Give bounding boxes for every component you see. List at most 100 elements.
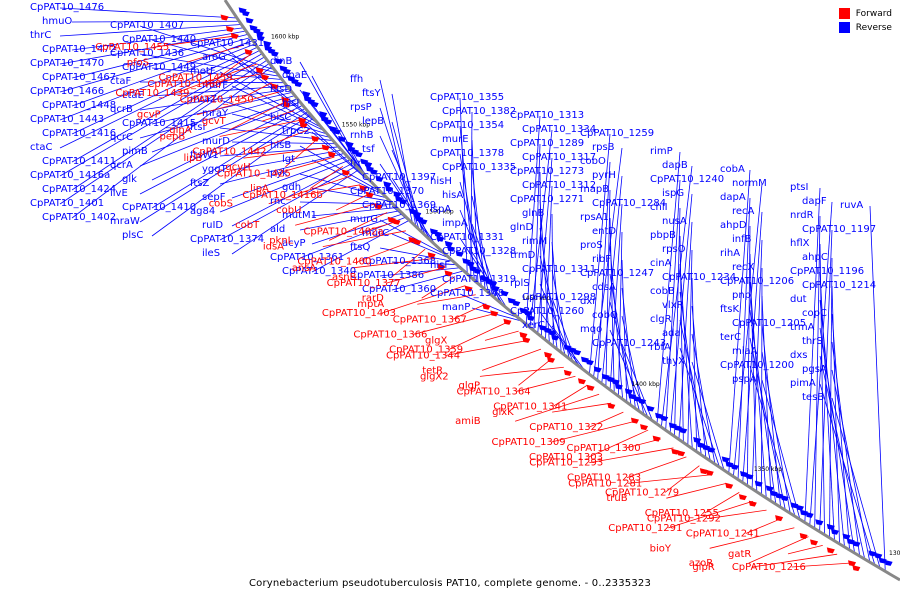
reverse-gene-label: CpPAT10_1424	[42, 184, 116, 195]
reverse-connector	[691, 277, 698, 452]
reverse-gene-glyph	[573, 349, 582, 356]
reverse-connector	[537, 157, 553, 334]
reverse-connector	[59, 7, 237, 19]
reverse-connector	[679, 347, 720, 468]
reverse-gene-label: CpPAT10_1378	[430, 148, 504, 159]
reverse-connector	[665, 179, 681, 431]
reverse-gene-label: CpPAT10_1289	[510, 138, 584, 149]
forward-gene-label: CpPAT10_1366	[353, 329, 427, 340]
reverse-gene-glyph	[585, 359, 594, 366]
reverse-connector	[525, 115, 541, 325]
forward-gene-label: rarD	[362, 293, 384, 304]
reverse-connector	[391, 149, 430, 240]
reverse-gene-label: rnc	[270, 196, 286, 207]
reverse-connector	[869, 205, 886, 572]
forward-connector	[295, 202, 379, 226]
reverse-connector	[151, 85, 288, 97]
reverse-gene-label: CpPAT10_1340	[282, 266, 356, 277]
forward-gene-glyph	[327, 151, 336, 158]
reverse-gene-label: xerC	[522, 320, 545, 331]
forward-gene-glyph	[413, 238, 422, 245]
forward-gene-glyph	[490, 310, 499, 317]
forward-connector	[302, 184, 361, 196]
reverse-gene-label: CpPAT10_1416	[42, 128, 116, 139]
genome-backbone-arc	[223, 0, 900, 582]
reverse-gene-label: CpPAT10_1206	[720, 276, 794, 287]
reverse-gene-label: CpPAT10_1273	[510, 166, 584, 177]
forward-gene-glyph	[826, 547, 835, 554]
forward-gene-glyph	[392, 218, 401, 225]
forward-gene-label: CpPAT10_1359	[389, 344, 463, 355]
reverse-connector	[391, 270, 464, 291]
reverse-gene-glyph	[256, 34, 265, 41]
reverse-gene-label: rpsO	[662, 244, 686, 255]
scale-ticks: 1600 kbp 1550 kbp 1500 kbp 1450 kbp 1400 kbp…	[271, 33, 900, 557]
reverse-gene-label: CpPAT10_1348	[430, 288, 504, 299]
reverse-connector	[311, 75, 366, 176]
forward-connector	[516, 375, 576, 392]
reverse-connector	[139, 114, 311, 223]
reverse-connector	[545, 185, 553, 341]
reverse-gene-label: CpPAT10_1284	[592, 198, 666, 209]
forward-connector	[218, 54, 251, 78]
forward-connector	[421, 276, 456, 299]
reverse-gene-label: rnhB	[350, 130, 374, 141]
reverse-connector	[231, 168, 360, 255]
forward-gene-glyph	[810, 539, 819, 546]
forward-gene-glyph	[359, 185, 368, 192]
reverse-gene-label: recX	[732, 262, 755, 273]
reverse-gene-glyph	[799, 509, 808, 516]
forward-connector	[552, 402, 612, 413]
forward-connector	[482, 348, 542, 371]
reverse-gene-glyph	[447, 245, 456, 252]
forward-gene-label: CpPAT10_1377	[327, 278, 401, 289]
reverse-gene-label: qcrC	[110, 132, 133, 143]
reverse-gene-label: CpPAT10_1374	[190, 234, 264, 245]
reverse-gene-glyph	[611, 378, 620, 385]
reverse-gene-label: CpPAT10_1196	[790, 266, 864, 277]
forward-connector	[551, 420, 636, 443]
forward-connector	[518, 357, 553, 386]
forward-connector	[514, 393, 600, 422]
reverse-gene-label: ftsW1	[190, 150, 219, 161]
reverse-gene-glyph	[842, 533, 851, 540]
reverse-connector	[679, 319, 711, 462]
forward-gene-glyph	[640, 424, 649, 431]
forward-gene-glyph	[677, 450, 686, 457]
forward-gene-label: idsA	[263, 242, 284, 253]
forward-connector	[666, 483, 726, 499]
forward-gene-glyph	[705, 469, 714, 476]
forward-gene-label: CpPAT10_1309	[492, 437, 566, 448]
reverse-gene-glyph	[707, 446, 716, 453]
forward-gene-label: CpPAT10_1364	[457, 386, 531, 397]
forward-gene-label: CpPAT10_1402a	[303, 226, 383, 237]
reverse-gene-label: CpPAT10_1328	[442, 246, 516, 257]
reverse-gene-label: ahpC	[802, 252, 828, 263]
reverse-connector	[761, 295, 772, 502]
forward-gene-label: CpPAT10_1322	[529, 422, 603, 433]
reverse-gene-label: tsf	[362, 144, 375, 155]
scale-tick-label: 1500 kbp	[425, 209, 453, 216]
reverse-connector	[691, 305, 707, 459]
reverse-connector	[679, 291, 702, 456]
forward-gene-glyph	[464, 285, 473, 292]
forward-gene-glyph	[282, 101, 291, 108]
forward-connector	[706, 509, 767, 520]
forward-connector	[357, 239, 416, 263]
reverse-gene-label: ftsI	[190, 122, 205, 133]
reverse-gene-glyph	[830, 528, 839, 535]
reverse-gene-label: mraW	[110, 216, 140, 227]
scale-tick-label: 1400 kbp	[631, 381, 659, 388]
forward-connector	[268, 175, 352, 205]
forward-connector	[261, 110, 295, 122]
reverse-gene-label: CpPAT10_1354	[430, 120, 504, 131]
reverse-connector	[391, 261, 457, 265]
forward-gene-label: CpPAT10_1367	[393, 314, 467, 325]
forward-connector	[413, 312, 497, 335]
reverse-gene-label: CpPAT10_1410	[122, 202, 196, 213]
reverse-gene-glyph	[338, 135, 347, 142]
reverse-connector	[609, 217, 615, 394]
reverse-connector	[151, 91, 293, 125]
reverse-gene-label: terC	[720, 332, 741, 343]
reverse-gene-label: ilvE	[110, 188, 128, 199]
